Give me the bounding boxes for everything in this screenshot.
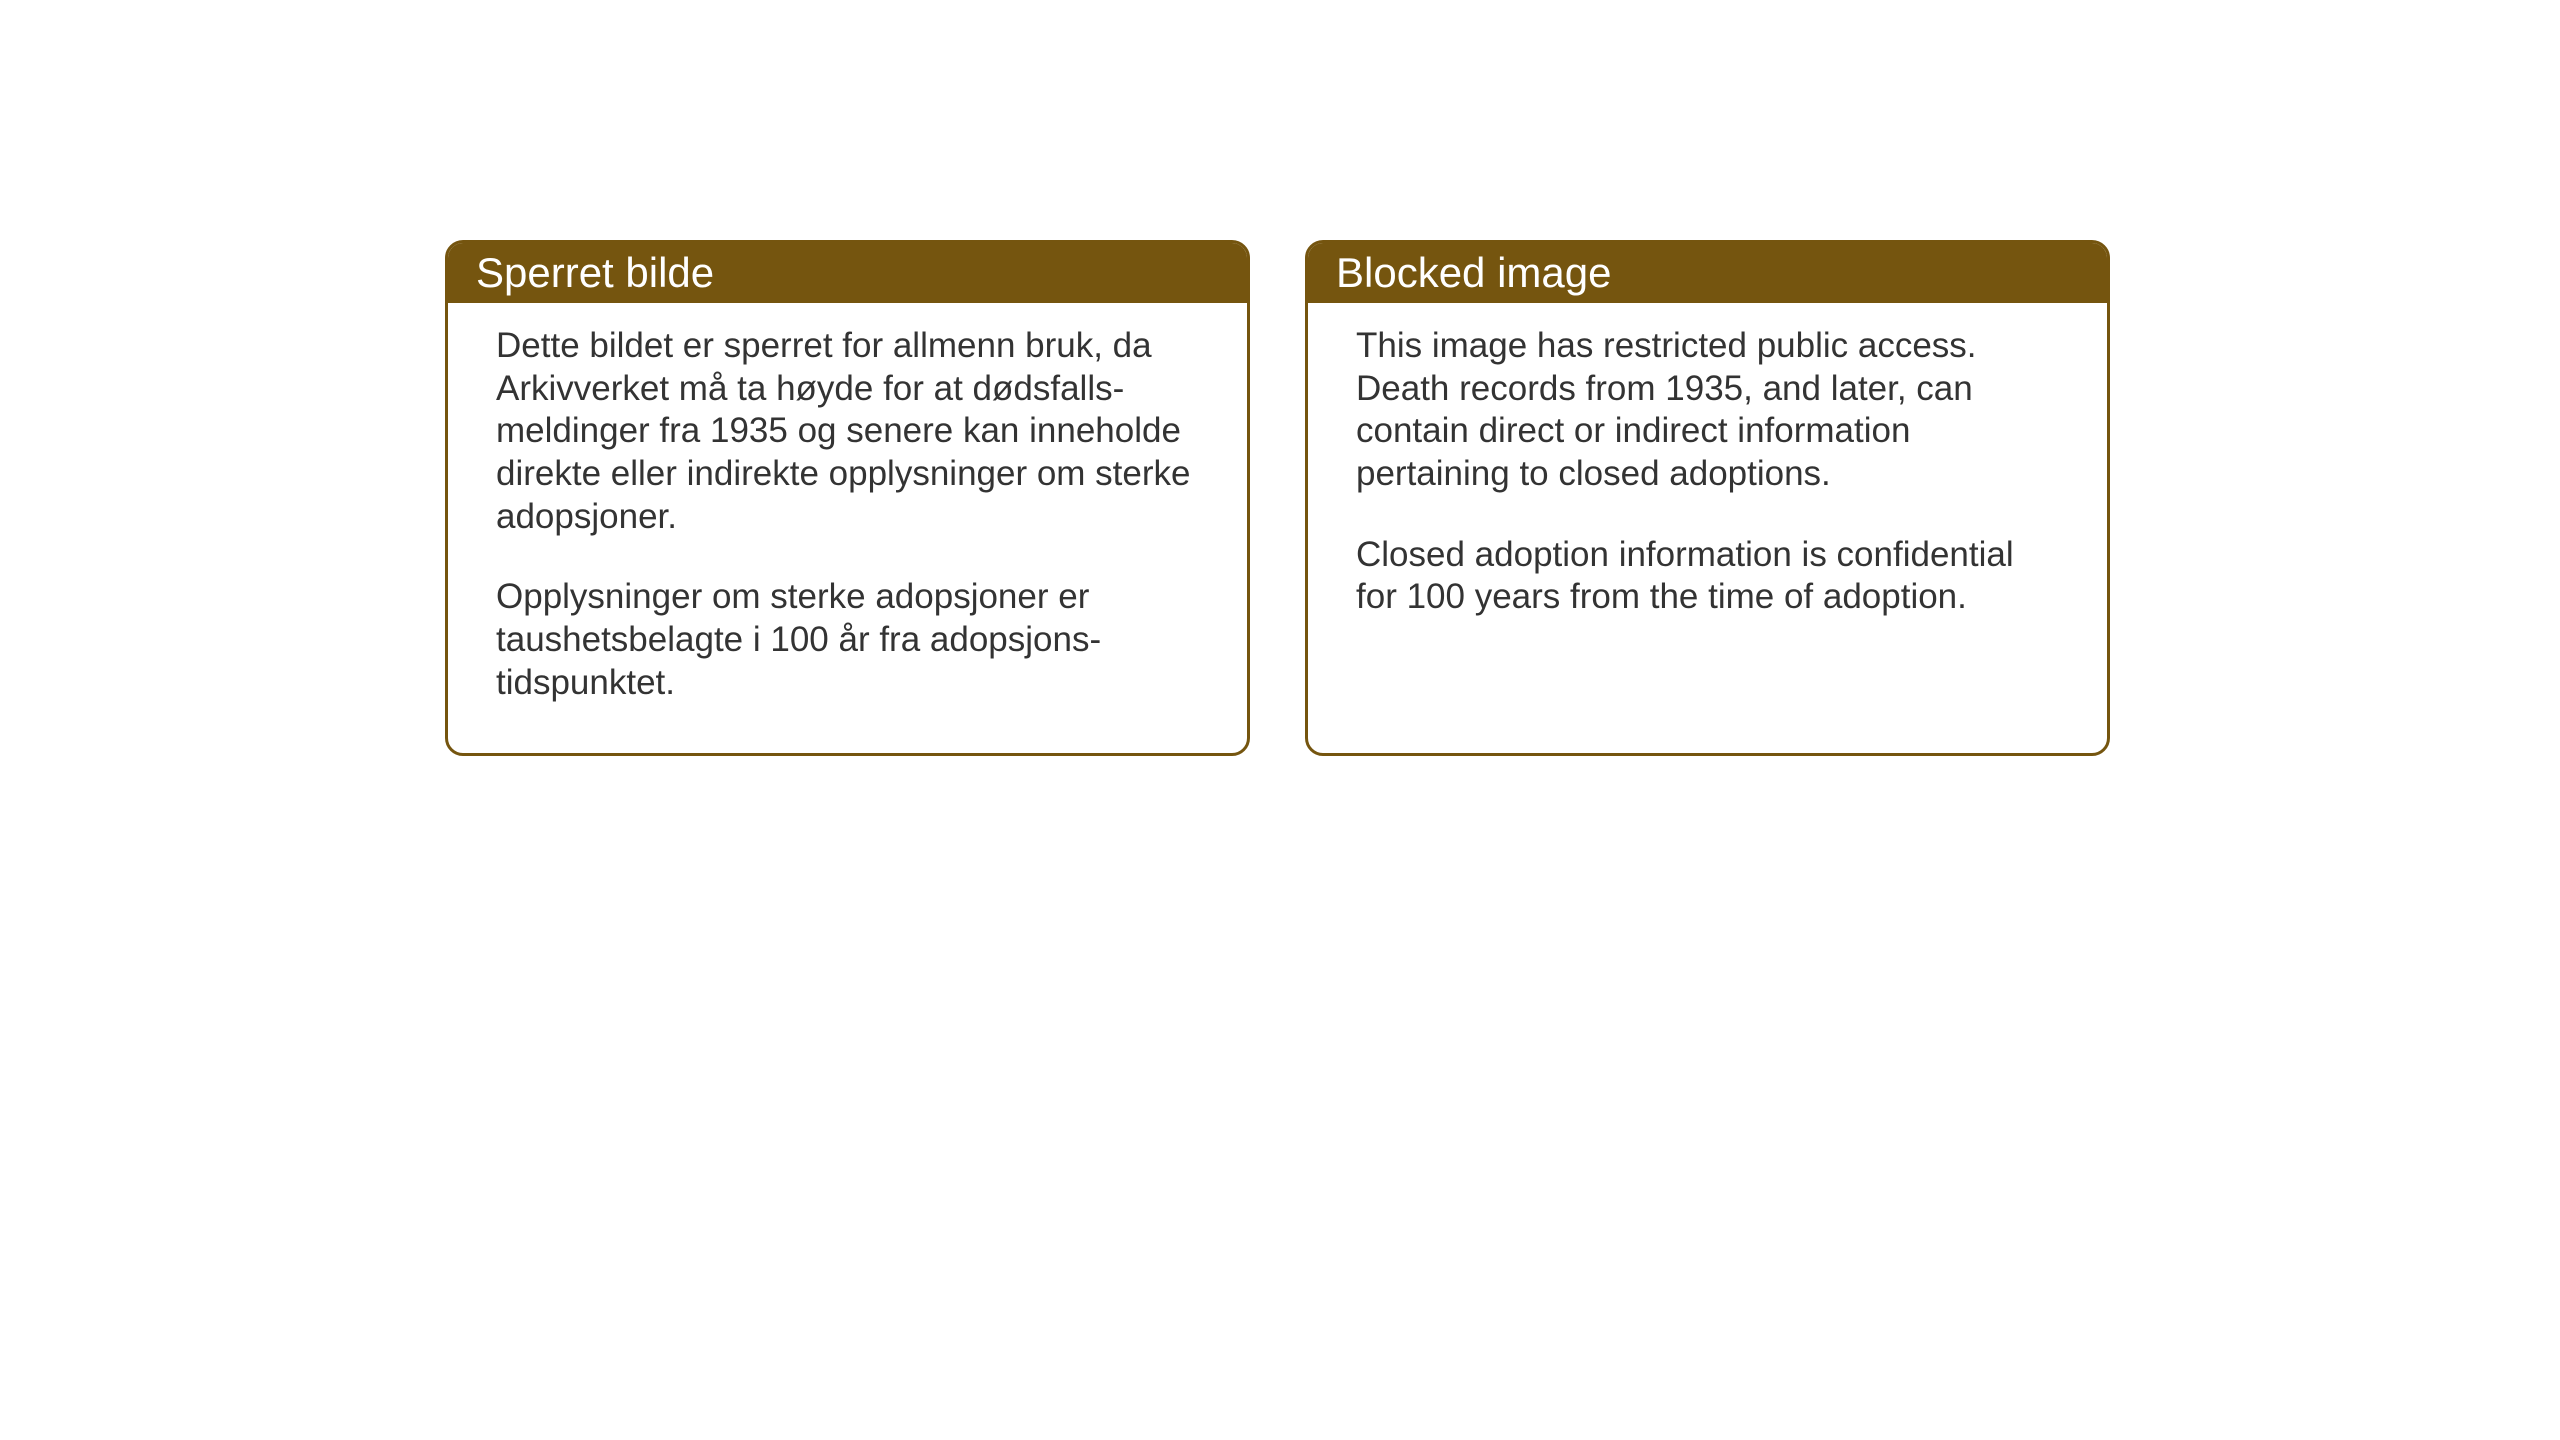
card-paragraph-english-2: Closed adoption information is confident… — [1356, 534, 2059, 619]
cards-container: Sperret bilde Dette bildet er sperret fo… — [445, 240, 2110, 756]
card-norwegian: Sperret bilde Dette bildet er sperret fo… — [445, 240, 1250, 756]
card-title-norwegian: Sperret bilde — [476, 249, 714, 296]
card-title-english: Blocked image — [1336, 249, 1611, 296]
card-paragraph-english-1: This image has restricted public access.… — [1356, 325, 2059, 496]
card-header-english: Blocked image — [1308, 243, 2107, 303]
card-body-norwegian: Dette bildet er sperret for allmenn bruk… — [448, 303, 1247, 753]
card-header-norwegian: Sperret bilde — [448, 243, 1247, 303]
card-body-english: This image has restricted public access.… — [1308, 303, 2107, 667]
card-paragraph-norwegian-2: Opplysninger om sterke adopsjoner er tau… — [496, 576, 1199, 704]
card-paragraph-norwegian-1: Dette bildet er sperret for allmenn bruk… — [496, 325, 1199, 538]
card-english: Blocked image This image has restricted … — [1305, 240, 2110, 756]
